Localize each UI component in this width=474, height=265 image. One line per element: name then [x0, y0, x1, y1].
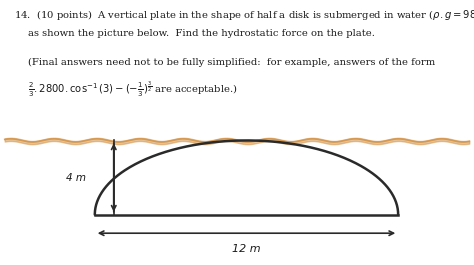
Text: 4 m: 4 m [66, 173, 86, 183]
Text: $\frac{2}{3}.2800.\cos^{-1}(3) - (-\frac{1}{3})^{\frac{3}{2}}$ are acceptable.): $\frac{2}{3}.2800.\cos^{-1}(3) - (-\frac… [28, 80, 238, 99]
Text: 14.  (10 points)  A vertical plate in the shape of half a disk is submerged in w: 14. (10 points) A vertical plate in the … [14, 8, 474, 22]
Text: (Final answers need not to be fully simplified:  for example, answers of the for: (Final answers need not to be fully simp… [28, 58, 436, 67]
Text: as shown the picture below.  Find the hydrostatic force on the plate.: as shown the picture below. Find the hyd… [28, 29, 375, 38]
Text: 12 m: 12 m [232, 244, 261, 254]
